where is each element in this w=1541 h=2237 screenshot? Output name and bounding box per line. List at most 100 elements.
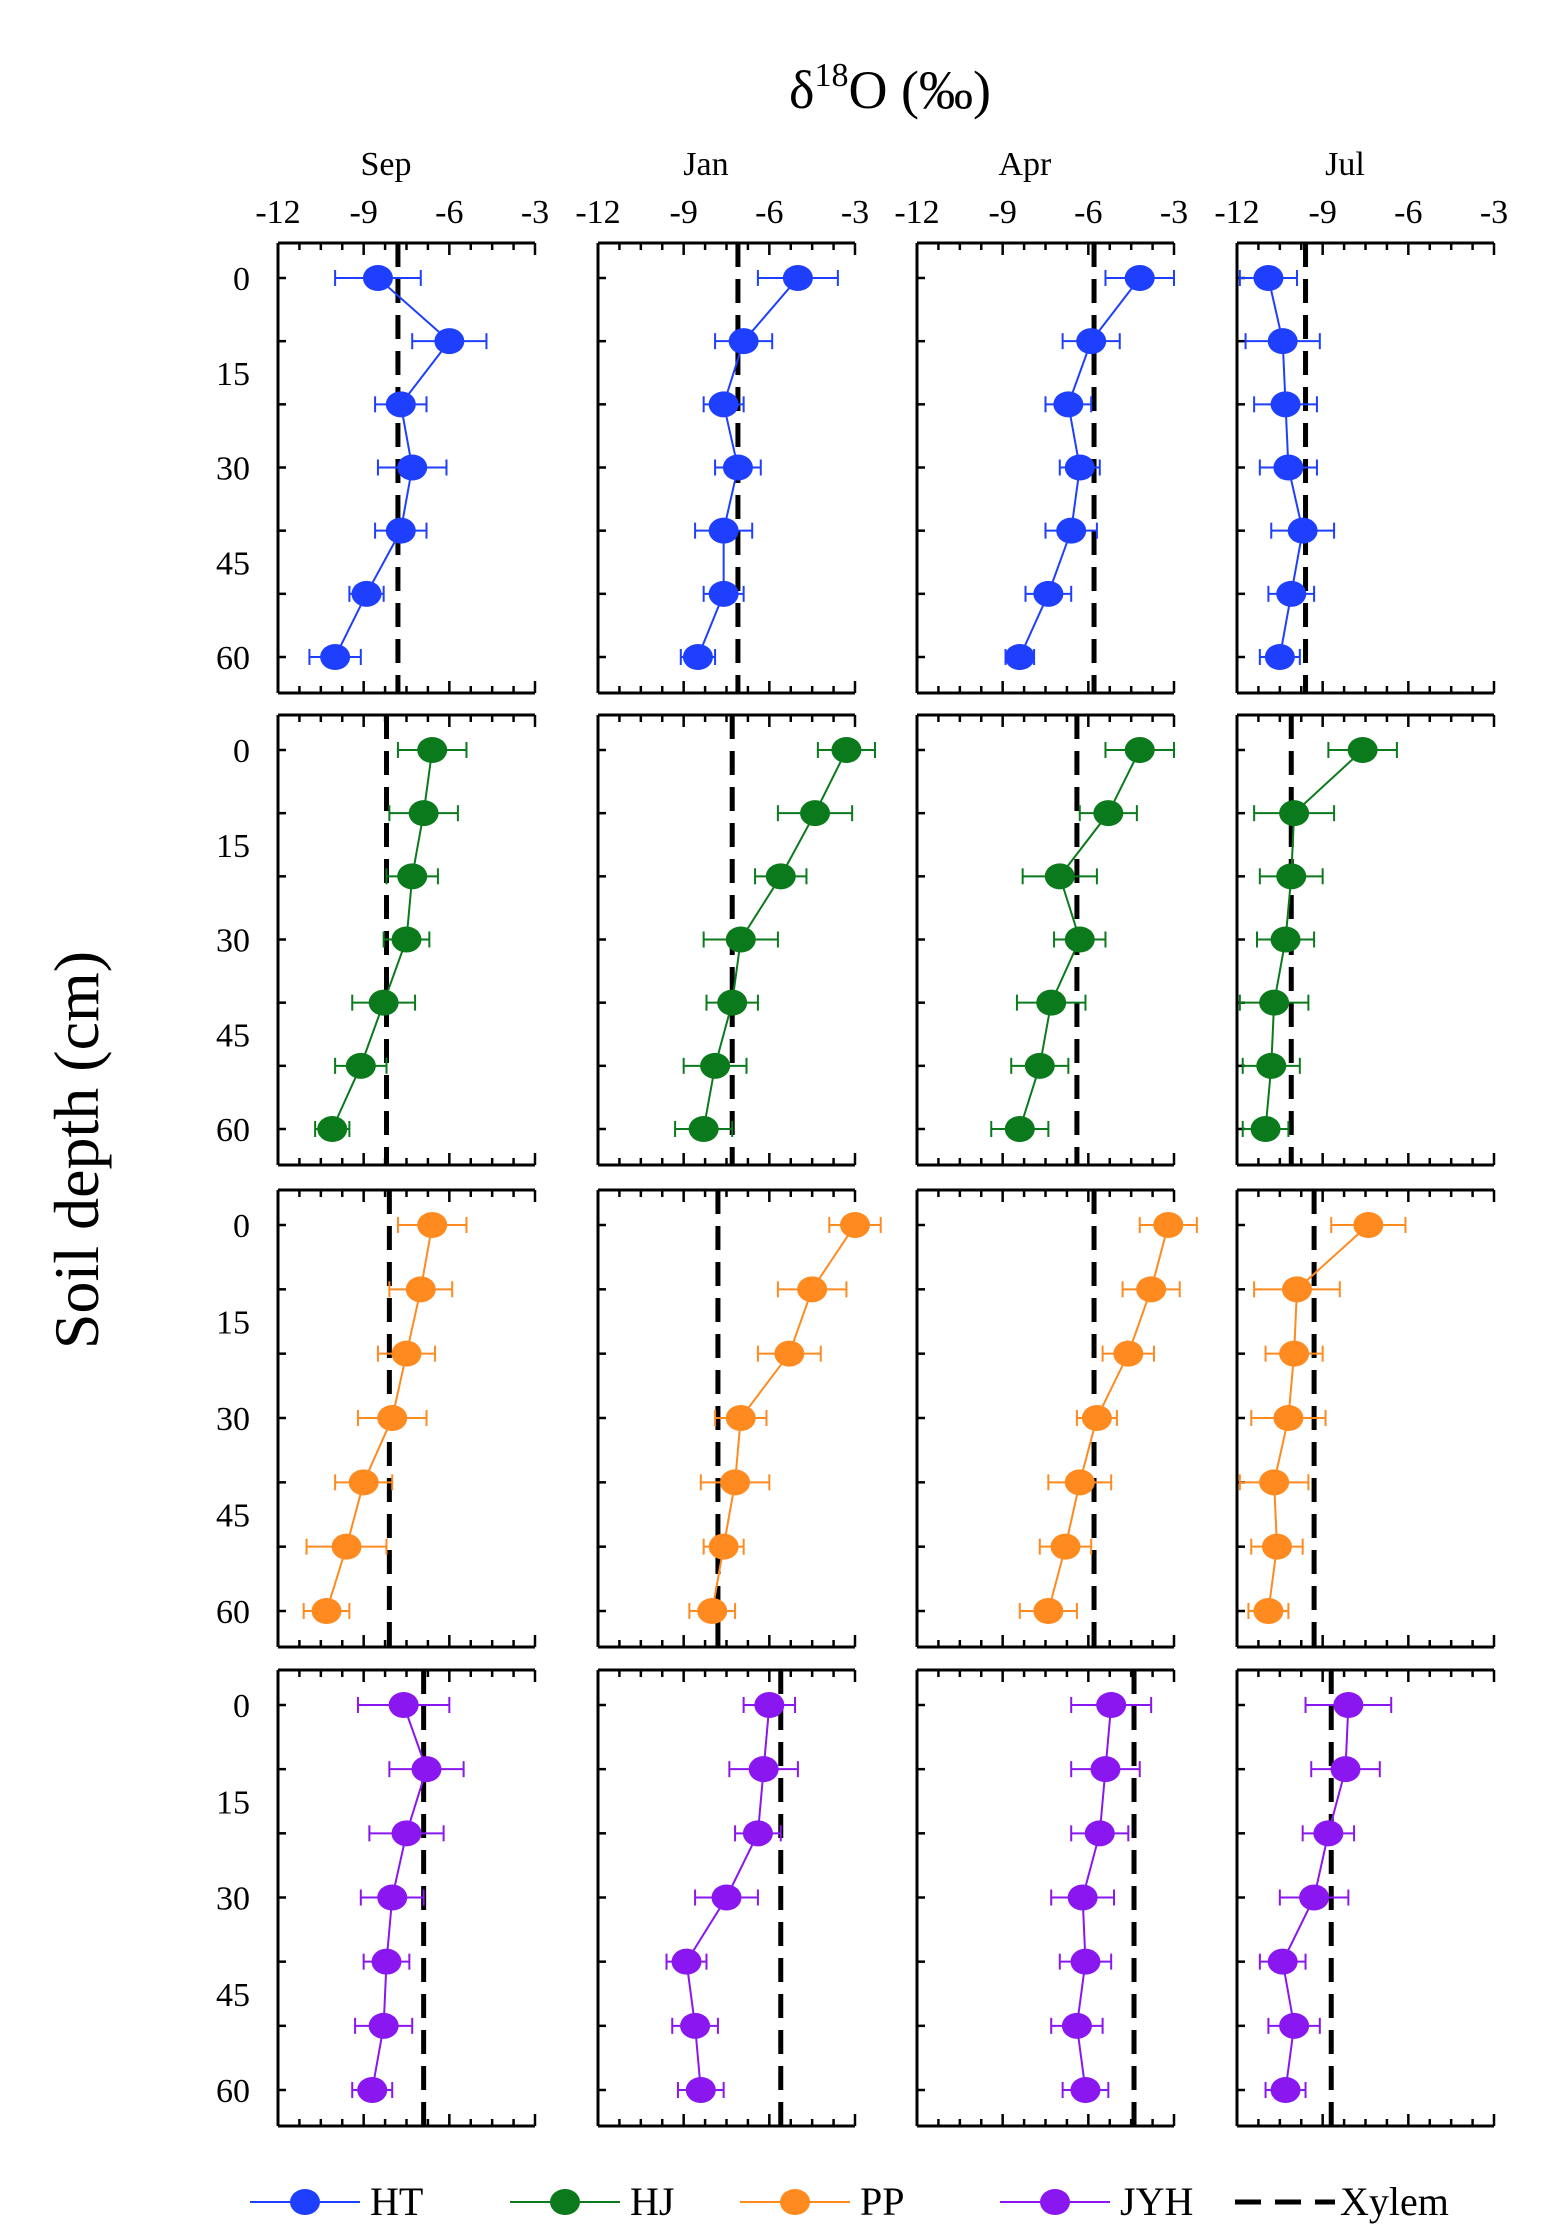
panel-HJ-Jan: [596, 713, 876, 1167]
data-point: [688, 1116, 719, 1142]
y-tick-label: 15: [216, 828, 250, 865]
data-point: [742, 1820, 773, 1847]
y-tick-label: 30: [216, 451, 250, 488]
data-point: [317, 1116, 348, 1142]
data-point: [1299, 1884, 1330, 1911]
panel-grid: 0 15 30 45 60 -12 -9 -6 -3 Sep -12 -9 -6 -3 Jan -12 -9 -6…: [216, 146, 1508, 2128]
y-tick-label: 60: [216, 640, 250, 677]
data-point: [1050, 1533, 1081, 1560]
data-point: [1267, 328, 1298, 355]
data-point: [348, 1469, 379, 1496]
x-tick-label: -9: [350, 194, 378, 231]
data-point: [391, 926, 422, 953]
data-point: [680, 2012, 711, 2039]
month-label: Jan: [683, 146, 728, 183]
data-point: [1064, 926, 1095, 953]
y-axis-label: Soil depth (cm): [41, 951, 112, 1349]
data-point: [1053, 391, 1084, 418]
x-tick-label: -9: [1309, 194, 1337, 231]
data-point: [685, 2077, 716, 2103]
title-base: δ: [789, 60, 814, 120]
data-point: [1253, 1598, 1284, 1624]
data-point: [1279, 1340, 1310, 1367]
y-tick-label: 60: [216, 1112, 250, 1149]
data-point: [385, 517, 416, 544]
panel-HJ-Jul: [1235, 713, 1496, 1167]
data-point: [391, 1820, 422, 1847]
data-point: [1096, 1692, 1127, 1718]
data-point: [368, 989, 399, 1016]
data-point: [725, 926, 756, 953]
x-tick-label: -6: [435, 194, 463, 231]
data-point: [1064, 1469, 1095, 1496]
y-tick-label: 30: [216, 923, 250, 960]
panel-PP-Apr: [915, 1188, 1198, 1649]
data-point: [1124, 737, 1155, 763]
data-point: [708, 391, 739, 418]
data-point: [320, 644, 351, 670]
data-point: [1067, 1884, 1098, 1911]
data-point: [1330, 1756, 1361, 1783]
data-point: [1064, 454, 1095, 481]
data-point: [377, 1884, 408, 1911]
data-point: [1313, 1820, 1344, 1847]
panel-JYH-Jul: [1235, 1668, 1496, 2128]
data-point: [1273, 1405, 1304, 1431]
y-tick-label: 0: [233, 733, 250, 770]
x-tick-label: -6: [1394, 194, 1422, 231]
legend-label: HJ: [630, 2179, 674, 2224]
data-point: [831, 737, 862, 763]
data-point: [1061, 2012, 1092, 2039]
data-point: [1093, 800, 1124, 827]
panel-PP-Jan: [596, 1188, 882, 1649]
data-point: [388, 1692, 419, 1718]
month-label: Sep: [360, 146, 411, 183]
data-point: [797, 1276, 828, 1303]
legend-label: JYH: [1120, 2179, 1193, 2224]
data-point: [1264, 644, 1295, 670]
data-point: [774, 1340, 805, 1367]
data-point: [782, 265, 813, 291]
data-point: [1076, 328, 1107, 355]
data-point: [1113, 1340, 1144, 1367]
data-point: [717, 989, 748, 1016]
x-tick-label: -6: [1074, 194, 1102, 231]
legend-item-HJ: HJ: [510, 2179, 674, 2224]
data-point: [1261, 1533, 1292, 1560]
x-tick-label: -3: [841, 194, 869, 231]
data-point: [725, 1405, 756, 1431]
y-tick-label: 60: [216, 2073, 250, 2110]
data-point: [417, 737, 448, 763]
data-point: [720, 1469, 751, 1496]
x-tick-label: -3: [1480, 194, 1508, 231]
data-point: [397, 863, 428, 890]
data-point: [368, 2012, 399, 2039]
data-point: [1004, 1116, 1035, 1142]
data-point: [700, 1052, 731, 1079]
data-point: [697, 1598, 728, 1624]
data-point: [800, 800, 831, 827]
data-point: [362, 265, 393, 291]
data-point: [1347, 737, 1378, 763]
data-point: [728, 328, 759, 355]
chart-title: δ18O (‰): [789, 57, 991, 120]
data-point: [1333, 1692, 1364, 1718]
y-tick-label: 45: [216, 1498, 250, 1535]
data-point: [722, 454, 753, 481]
data-point: [1276, 863, 1307, 890]
data-point: [345, 1052, 376, 1079]
data-point: [391, 1340, 422, 1367]
data-point: [1056, 517, 1087, 544]
x-tick-label: -3: [521, 194, 549, 231]
data-point: [311, 1598, 342, 1624]
data-point: [1279, 2012, 1310, 2039]
data-point: [1253, 265, 1284, 291]
y-tick-label: 45: [216, 545, 250, 582]
legend-label: HT: [370, 2179, 423, 2224]
legend-item-HT: HT: [250, 2179, 423, 2224]
data-point: [1287, 517, 1318, 544]
data-point: [1124, 265, 1155, 291]
legend-marker: [780, 2189, 810, 2215]
y-tick-label: 60: [216, 1594, 250, 1631]
month-label: Apr: [998, 146, 1052, 183]
